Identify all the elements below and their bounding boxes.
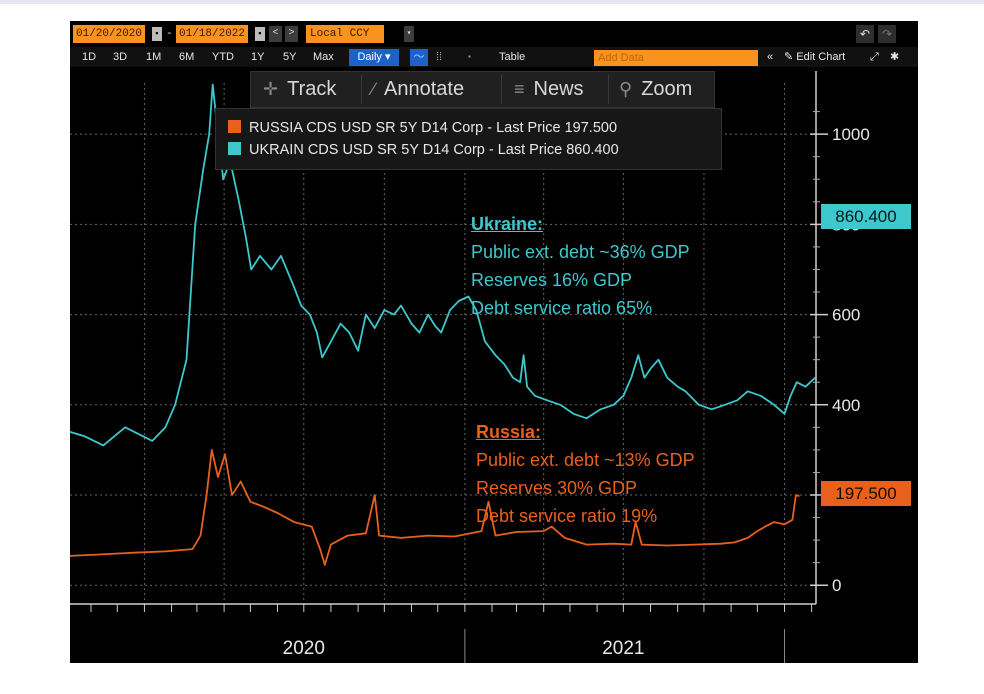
ukraine-annotation: Ukraine: Public ext. debt ~36% GDP Reser… (471, 210, 690, 322)
y-tick-label: 1000 (832, 125, 870, 144)
chart-tools: ✛ Track ∕ Annotate ≡ News ⚲ Zoom (250, 71, 715, 108)
prev-period-button[interactable]: < (269, 26, 282, 42)
currency-select[interactable]: Local CCY (306, 25, 384, 43)
divider (608, 75, 609, 104)
x-tick-label: 2021 (602, 638, 644, 659)
annotate-tool[interactable]: ∕ Annotate (372, 72, 464, 107)
legend-label: UKRAIN CDS USD SR 5Y D14 Corp - Last Pri… (249, 142, 619, 158)
ukraine-cds-line (70, 83, 816, 447)
annotate-label: Annotate (384, 78, 465, 100)
line-chart-icon[interactable]: 〜 (410, 49, 428, 66)
news-tool[interactable]: ≡ News (514, 72, 584, 107)
date-range-dash: - (166, 28, 173, 40)
frequency-select[interactable]: Daily ▾ (349, 49, 399, 66)
end-date-field[interactable]: 01/18/2022 (176, 25, 249, 43)
table-button[interactable]: Table (499, 51, 526, 63)
add-data-input[interactable]: Add Data (594, 50, 758, 66)
zoom-tool[interactable]: ⚲ Zoom (619, 72, 692, 107)
undo-icon[interactable]: ↶ (856, 25, 874, 43)
next-period-button[interactable]: > (285, 26, 298, 42)
start-date-field[interactable]: 01/20/2020 (73, 25, 146, 43)
russia-annotation: Russia: Public ext. debt ~13% GDP Reserv… (476, 418, 695, 530)
pencil-icon: ∕ (372, 79, 376, 99)
russia-last-price-tag: 197.500 (821, 481, 911, 506)
bloomberg-chart-window: 01/20/2020 ▪ - 01/18/2022 ▪ < > Local CC… (70, 21, 918, 663)
legend-swatch (228, 120, 241, 133)
range-button-ytd[interactable]: YTD (212, 51, 234, 63)
track-label: Track (287, 78, 337, 100)
calendar-icon[interactable]: ▪ (152, 27, 162, 41)
chevron-down-icon[interactable]: ▾ (404, 26, 414, 42)
search-icon: ⚲ (619, 79, 633, 99)
annotation-line: Public ext. debt ~36% GDP (471, 242, 690, 262)
annotation-title: Ukraine: (471, 214, 544, 234)
annotation-line: Reserves 16% GDP (471, 270, 633, 290)
edit-chart-button[interactable]: ✎ Edit Chart (784, 51, 846, 63)
news-label: News (533, 78, 584, 100)
range-button-5y[interactable]: 5Y (283, 51, 297, 63)
calendar-icon[interactable]: ▪ (255, 27, 265, 41)
more-icon[interactable]: ▪ (468, 52, 471, 61)
annotation-line: Reserves 30% GDP (476, 478, 638, 498)
collapse-icon[interactable]: « (767, 51, 774, 63)
divider (501, 75, 502, 104)
track-tool[interactable]: ✛ Track (263, 72, 336, 107)
annotation-line: Debt service ratio 65% (471, 298, 653, 318)
range-button-1y[interactable]: 1Y (251, 51, 265, 63)
legend-swatch (228, 142, 241, 155)
russia-cds-line (70, 448, 800, 566)
range-button-3d[interactable]: 3D (113, 51, 128, 63)
zoom-label: Zoom (641, 78, 693, 100)
top-divider (0, 0, 984, 4)
legend-label: RUSSIA CDS USD SR 5Y D14 Corp - Last Pri… (249, 120, 618, 136)
bar-chart-icon[interactable]: ⁞⁞ (436, 51, 443, 63)
range-button-1d[interactable]: 1D (82, 51, 97, 63)
crosshair-icon: ✛ (263, 79, 279, 99)
y-tick-label: 0 (832, 576, 841, 595)
legend-item-russia[interactable]: RUSSIA CDS USD SR 5Y D14 Corp - Last Pri… (228, 118, 617, 138)
range-button-6m[interactable]: 6M (179, 51, 195, 63)
y-tick-label: 400 (832, 396, 860, 415)
expand-icon[interactable]: ⤢ (870, 51, 879, 63)
ukraine-last-price-tag: 860.400 (821, 204, 911, 229)
annotation-title: Russia: (476, 422, 542, 442)
chart-legend: RUSSIA CDS USD SR 5Y D14 Corp - Last Pri… (215, 108, 722, 170)
news-icon: ≡ (514, 79, 525, 99)
y-tick-label: 600 (832, 306, 860, 325)
gear-icon[interactable]: ✱ (890, 51, 900, 63)
range-button-1m[interactable]: 1M (146, 51, 162, 63)
range-button-max[interactable]: Max (313, 51, 334, 63)
range-toolbar: 1D 3D 1M 6M YTD 1Y 5Y Max Daily ▾ 〜 ⁞⁞ ▪… (70, 47, 918, 67)
redo-icon[interactable]: ↷ (878, 25, 896, 43)
annotation-line: Public ext. debt ~13% GDP (476, 450, 695, 470)
x-tick-label: 2020 (283, 638, 325, 659)
legend-item-ukraine[interactable]: UKRAIN CDS USD SR 5Y D14 Corp - Last Pri… (228, 140, 619, 160)
divider (361, 75, 362, 104)
annotation-line: Debt service ratio 19% (476, 506, 658, 526)
